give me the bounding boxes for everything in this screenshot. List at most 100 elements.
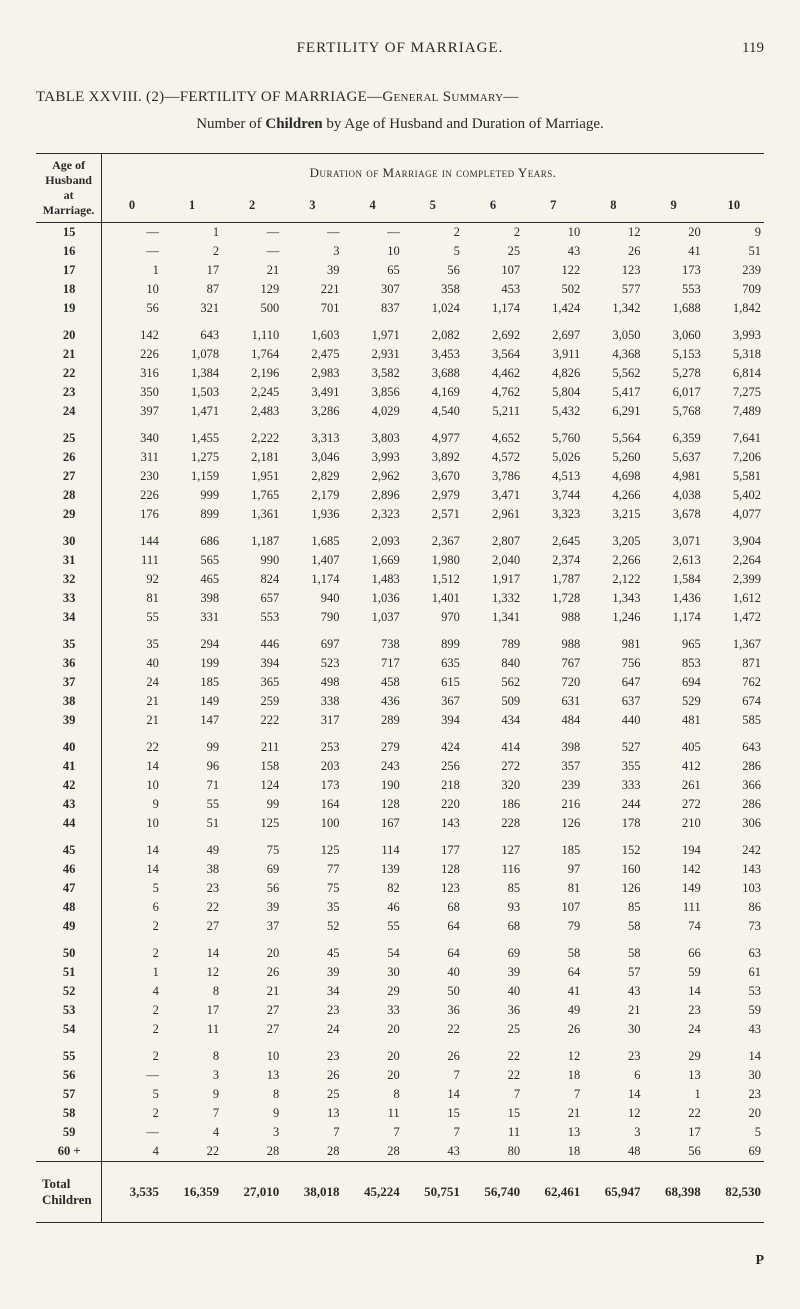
total-cell: 3,535 [102,1162,162,1223]
data-cell: 2,196 [222,364,282,383]
data-cell: 4 [162,1123,222,1142]
age-cell: 43 [36,795,102,814]
data-cell: 631 [523,692,583,711]
data-cell: 412 [644,757,704,776]
data-cell: 85 [583,898,643,917]
age-cell: 59 [36,1123,102,1142]
age-cell: 48 [36,898,102,917]
data-cell: 14 [704,1039,764,1066]
table-row: 53217272333363649212359 [36,1001,764,1020]
data-cell: 144 [102,524,162,551]
data-cell: 64 [523,963,583,982]
data-cell: 1,765 [222,486,282,505]
data-cell: 177 [403,833,463,860]
data-cell: 1 [102,261,162,280]
data-cell: 3,993 [704,318,764,345]
data-cell: 527 [583,730,643,757]
data-cell: 228 [463,814,523,833]
table-row: 3724185365498458615562720647694762 [36,673,764,692]
data-cell: 10 [102,814,162,833]
data-cell: 93 [463,898,523,917]
data-cell: 2,093 [342,524,402,551]
subtitle-suffix: by Age of Husband and Duration of Marria… [323,116,604,132]
data-cell: 988 [523,608,583,627]
data-cell: 25 [463,242,523,261]
data-cell: 139 [342,860,402,879]
data-cell: 647 [583,673,643,692]
table-row: 19563215007018371,0241,1741,4241,3421,68… [36,299,764,318]
data-cell: 7 [463,1085,523,1104]
data-cell: 5 [704,1123,764,1142]
data-cell: 3,453 [403,345,463,364]
data-cell: 340 [102,421,162,448]
data-cell: 14 [644,982,704,1001]
data-cell: 4,513 [523,467,583,486]
data-cell: 6,359 [644,421,704,448]
data-cell: 446 [222,627,282,654]
data-cell: 1,842 [704,299,764,318]
data-cell: 286 [704,757,764,776]
column-header: 4 [342,189,402,223]
data-cell: 8 [162,982,222,1001]
data-cell: 39 [282,261,342,280]
data-cell: 899 [162,505,222,524]
data-cell: 4,077 [704,505,764,524]
data-cell: 2,613 [644,551,704,570]
data-cell: 164 [282,795,342,814]
data-cell: 17 [644,1123,704,1142]
data-cell: 6 [583,1066,643,1085]
data-cell: 27 [222,1001,282,1020]
data-cell: 81 [102,589,162,608]
data-cell: 458 [342,673,402,692]
data-cell: 125 [222,814,282,833]
data-cell: 152 [583,833,643,860]
data-cell: 41 [523,982,583,1001]
data-cell: 11 [463,1123,523,1142]
age-cell: 44 [36,814,102,833]
data-cell: 40 [403,963,463,982]
fertility-table: Age of Husband at Marriage. Duration of … [36,153,764,1223]
data-cell: 48 [583,1142,643,1162]
data-cell: 2,979 [403,486,463,505]
data-cell: 317 [282,711,342,730]
data-cell: 7 [403,1123,463,1142]
data-cell: 20 [644,223,704,243]
table-row: 33813986579401,0361,4011,3321,7281,3431,… [36,589,764,608]
data-cell: 1,078 [162,345,222,364]
data-cell: 398 [162,589,222,608]
age-cell: 16 [36,242,102,261]
data-cell: 230 [102,467,162,486]
data-cell: 899 [403,627,463,654]
data-cell: 68 [403,898,463,917]
data-cell: 11 [342,1104,402,1123]
data-cell: 147 [162,711,222,730]
column-header: 1 [162,189,222,223]
age-cell: 24 [36,402,102,421]
total-cell: 65,947 [583,1162,643,1223]
data-cell: 59 [644,963,704,982]
data-cell: 18 [523,1066,583,1085]
data-cell: 123 [583,261,643,280]
data-cell: 21 [222,261,282,280]
data-cell: 8 [222,1085,282,1104]
age-cell: 54 [36,1020,102,1039]
data-cell: 45 [282,936,342,963]
data-cell: 7,641 [704,421,764,448]
data-cell: 4,572 [463,448,523,467]
data-cell: 239 [704,261,764,280]
data-cell: 14 [102,833,162,860]
data-cell: 3,670 [403,467,463,486]
data-cell: 3,688 [403,364,463,383]
data-cell: 1,174 [282,570,342,589]
data-cell: 509 [463,692,523,711]
data-cell: 52 [282,917,342,936]
data-cell: 2 [102,1104,162,1123]
data-cell: 5,562 [583,364,643,383]
table-row: 272301,1591,9512,8292,9623,6703,7864,513… [36,467,764,486]
table-row: 3821149259338436367509631637529674 [36,692,764,711]
data-cell: 1,764 [222,345,282,364]
data-cell: 211 [222,730,282,757]
data-cell: 405 [644,730,704,757]
data-cell: 7 [403,1066,463,1085]
data-cell: 2 [102,1039,162,1066]
